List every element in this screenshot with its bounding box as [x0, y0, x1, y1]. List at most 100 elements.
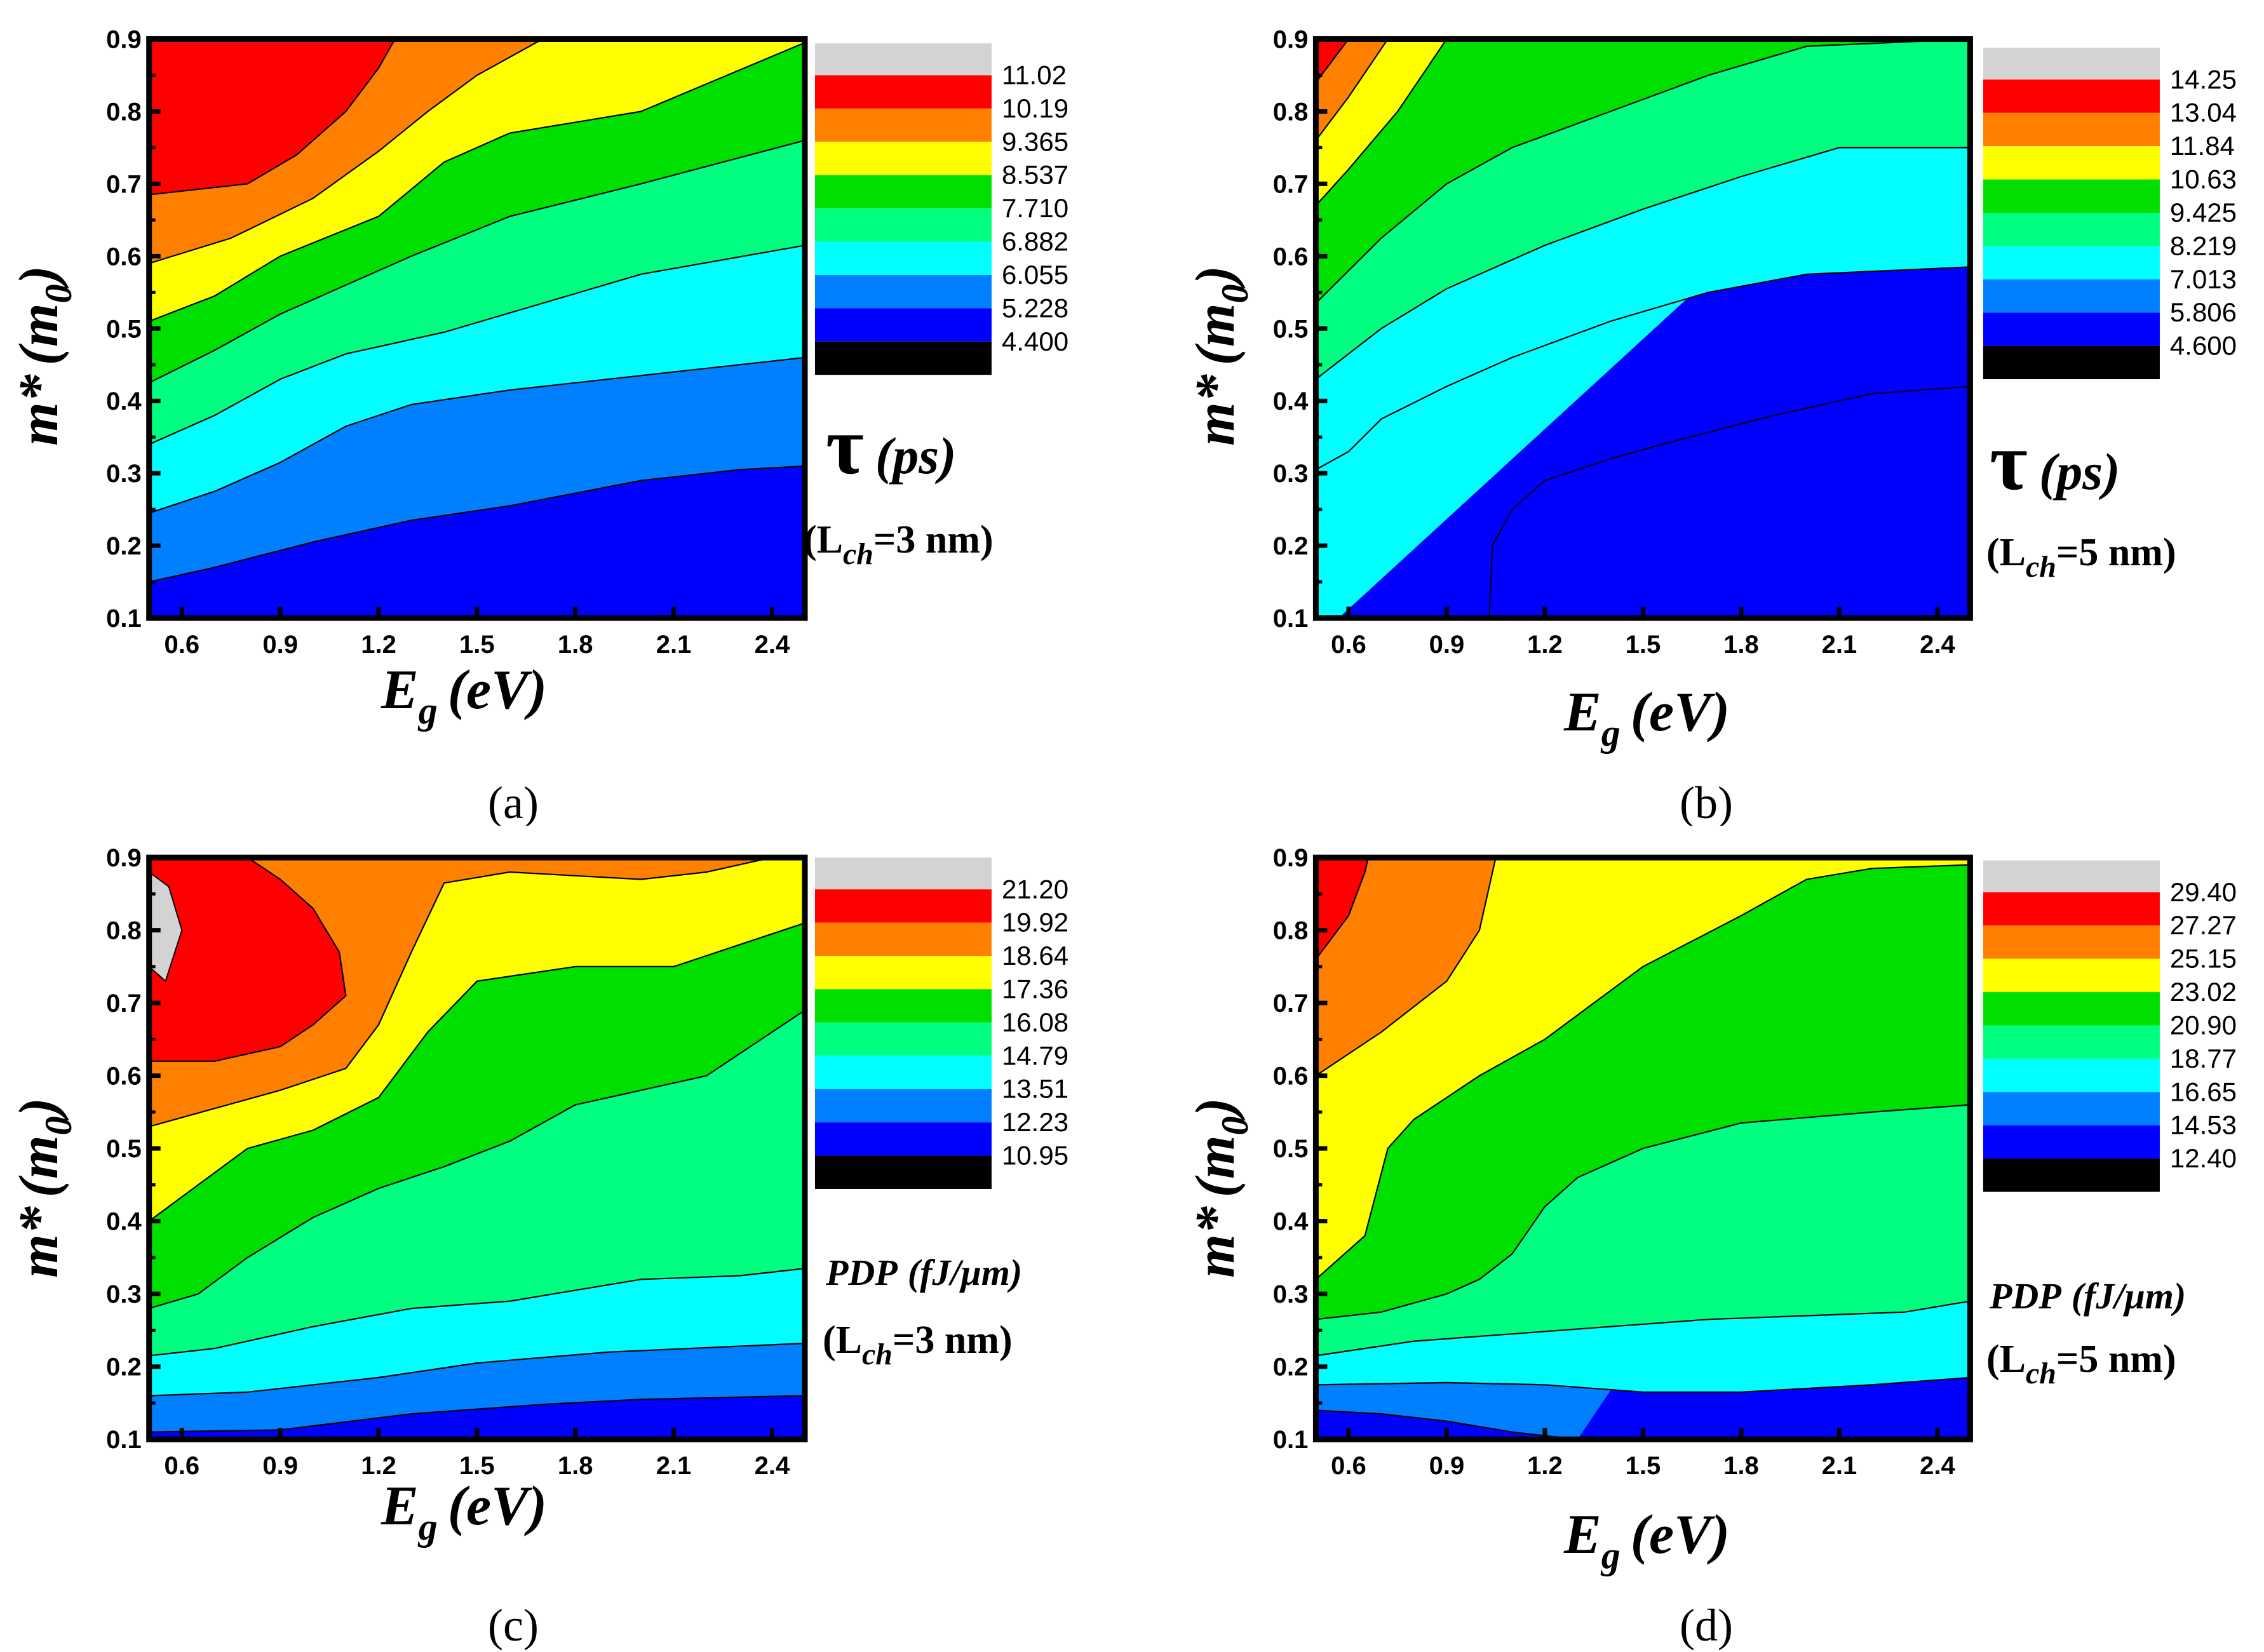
contour-line: [149, 245, 805, 445]
x-tick-label: 0.6: [1331, 1452, 1366, 1480]
channel-length-label: (Lch=3 nm): [823, 1319, 1013, 1371]
colorbar-band: [814, 43, 992, 76]
colorbar-band: [1983, 346, 2160, 380]
x-tick-label: 0.9: [1429, 631, 1465, 659]
contour-chart-c: 0.1 0.2 0.3 0.4 0.5 0.6 0.7 0.8 0.9 0.6 0.9 1.2 1.5 1…: [8, 844, 1068, 1651]
colorbar-band: [1983, 146, 2160, 180]
y-tick-label: 0.2: [106, 532, 142, 560]
y-tick-label: 0.5: [106, 1135, 142, 1163]
colorbar-band: [1983, 279, 2160, 313]
panel-d: 0.1 0.2 0.3 0.4 0.5 0.6 0.7 0.8 0.9 0.6 0.9 1.2 1.5 1…: [1132, 826, 2264, 1651]
x-tick-label: 0.6: [1331, 631, 1366, 659]
colorbar-label: 18.77: [2170, 1044, 2237, 1073]
colorbar-label: 7.013: [2170, 264, 2237, 294]
colorbar-band: [814, 208, 992, 242]
colorbar-band: [1983, 958, 2160, 993]
colorbar-band: [814, 75, 992, 109]
contour-line: [149, 38, 805, 264]
quantity-label: PDP (fJ/μm): [1989, 1275, 2186, 1317]
contour-line: [1315, 864, 1971, 1280]
y-tick-label: 0.9: [1273, 26, 1309, 54]
colorbar-band: [1983, 1058, 2160, 1092]
x-tick-label: 1.5: [1626, 631, 1661, 659]
contour-chart-d: 0.1 0.2 0.3 0.4 0.5 0.6 0.7 0.8 0.9 0.6 0.9 1.2 1.5 1…: [1185, 844, 2237, 1651]
contour-line: [149, 356, 805, 514]
colorbar-label: 16.65: [2170, 1077, 2237, 1106]
y-tick-label: 0.3: [1273, 1280, 1309, 1308]
colorbar-label: 5.806: [2170, 297, 2237, 327]
channel-length-label: (Lch=5 nm): [1986, 1338, 2176, 1390]
colorbar-band: [814, 1122, 992, 1156]
colorbar-band: [1983, 892, 2160, 926]
panel-a: 0.1 0.2 0.3 0.4 0.5 0.6 0.7 0.8 0.9 0.6 0.9 1.2 1.5 1…: [0, 0, 1132, 826]
contour-line: [1315, 38, 1389, 141]
contour-line: [149, 465, 805, 583]
panel-label: (b): [1680, 777, 1733, 826]
y-axis-label: m*(m0): [1185, 1098, 1256, 1278]
quantity-label: PDP (fJ/μm): [825, 1252, 1022, 1293]
colorbar-label: 10.63: [2170, 165, 2237, 194]
x-tick-label: 1.2: [1527, 1452, 1563, 1480]
x-tick-label: 0.9: [262, 1452, 298, 1480]
x-tick-label: 1.8: [1723, 1452, 1759, 1480]
y-tick-label: 0.3: [1273, 460, 1309, 488]
colorbar-label: 29.40: [2170, 877, 2237, 907]
channel-length-label: (Lch=5 nm): [1986, 531, 2176, 584]
colorbar-band: [814, 1022, 992, 1056]
y-tick-label: 0.6: [106, 243, 142, 271]
contour-chart-a: 0.1 0.2 0.3 0.4 0.5 0.6 0.7 0.8 0.9 0.6 0.9 1.2 1.5 1…: [8, 26, 1068, 826]
colorbar-label: 9.365: [1002, 126, 1068, 156]
contour-line: [149, 1009, 805, 1310]
colorbar-label: 16.08: [1002, 1007, 1068, 1037]
colorbar-label: 21.20: [1002, 874, 1068, 904]
y-tick-label: 0.4: [1273, 1208, 1309, 1236]
contour-band: [1316, 857, 1971, 1280]
y-tick-label: 0.8: [1273, 98, 1309, 126]
panel-c: 0.1 0.2 0.3 0.4 0.5 0.6 0.7 0.8 0.9 0.6 0.9 1.2 1.5 1…: [0, 826, 1132, 1651]
x-tick-label: 1.8: [558, 631, 593, 659]
colorbar-band: [1983, 1092, 2160, 1125]
x-tick-label: 1.2: [361, 631, 396, 659]
y-axis-label: m*(m0): [8, 1098, 79, 1278]
y-tick-label: 0.4: [106, 387, 142, 415]
quantity-label: τ (ps): [826, 400, 956, 492]
contour-band: [1316, 39, 1971, 304]
colorbar-label: 25.15: [2170, 944, 2237, 974]
y-tick-label: 0.3: [106, 460, 142, 488]
panel-label: (d): [1680, 1600, 1733, 1651]
colorbar-label: 12.23: [1002, 1107, 1068, 1137]
y-tick-label: 0.1: [1273, 1426, 1309, 1454]
colorbar-band: [1983, 860, 2160, 892]
colorbar-label: 20.90: [2170, 1010, 2237, 1040]
contour-line: [1316, 1300, 1971, 1357]
contour-line: [1315, 147, 1971, 380]
contour-chart-b: 0.1 0.2 0.3 0.4 0.5 0.6 0.7 0.8 0.9 0.6 0.9 1.2 1.5 1…: [1185, 26, 2237, 826]
y-tick-label: 0.7: [106, 170, 142, 198]
colorbar-label: 27.27: [2170, 910, 2237, 940]
x-tick-label: 2.4: [755, 1452, 790, 1480]
contour-line: [149, 1395, 805, 1433]
x-tick-label: 2.4: [1920, 1452, 1955, 1480]
y-tick-label: 0.5: [1273, 315, 1309, 343]
colorbar-band: [814, 922, 992, 957]
colorbar-band: [1983, 79, 2160, 113]
contour-band: [1316, 857, 1368, 960]
colorbar-band: [1983, 48, 2160, 80]
y-tick-label: 0.9: [106, 26, 142, 54]
colorbar-band: [814, 142, 992, 175]
contour-line: [149, 42, 805, 322]
y-tick-label: 0.8: [1273, 917, 1309, 945]
x-tick-label: 1.2: [361, 1452, 396, 1480]
x-tick-label: 2.1: [656, 1452, 692, 1480]
colorbar-label: 10.19: [1002, 93, 1068, 123]
panel-label: (a): [488, 777, 539, 826]
colorbar-band: [814, 241, 992, 275]
colorbar-label: 18.64: [1002, 941, 1068, 970]
colorbar-band: [814, 274, 992, 309]
y-tick-label: 0.2: [1273, 1353, 1309, 1381]
y-axis-label: m*(m0): [1185, 265, 1256, 446]
colorbar-band: [814, 857, 992, 890]
colorbar-label: 6.882: [1002, 227, 1068, 257]
y-tick-label: 0.6: [1273, 1063, 1309, 1091]
contour-line: [1315, 38, 1971, 304]
